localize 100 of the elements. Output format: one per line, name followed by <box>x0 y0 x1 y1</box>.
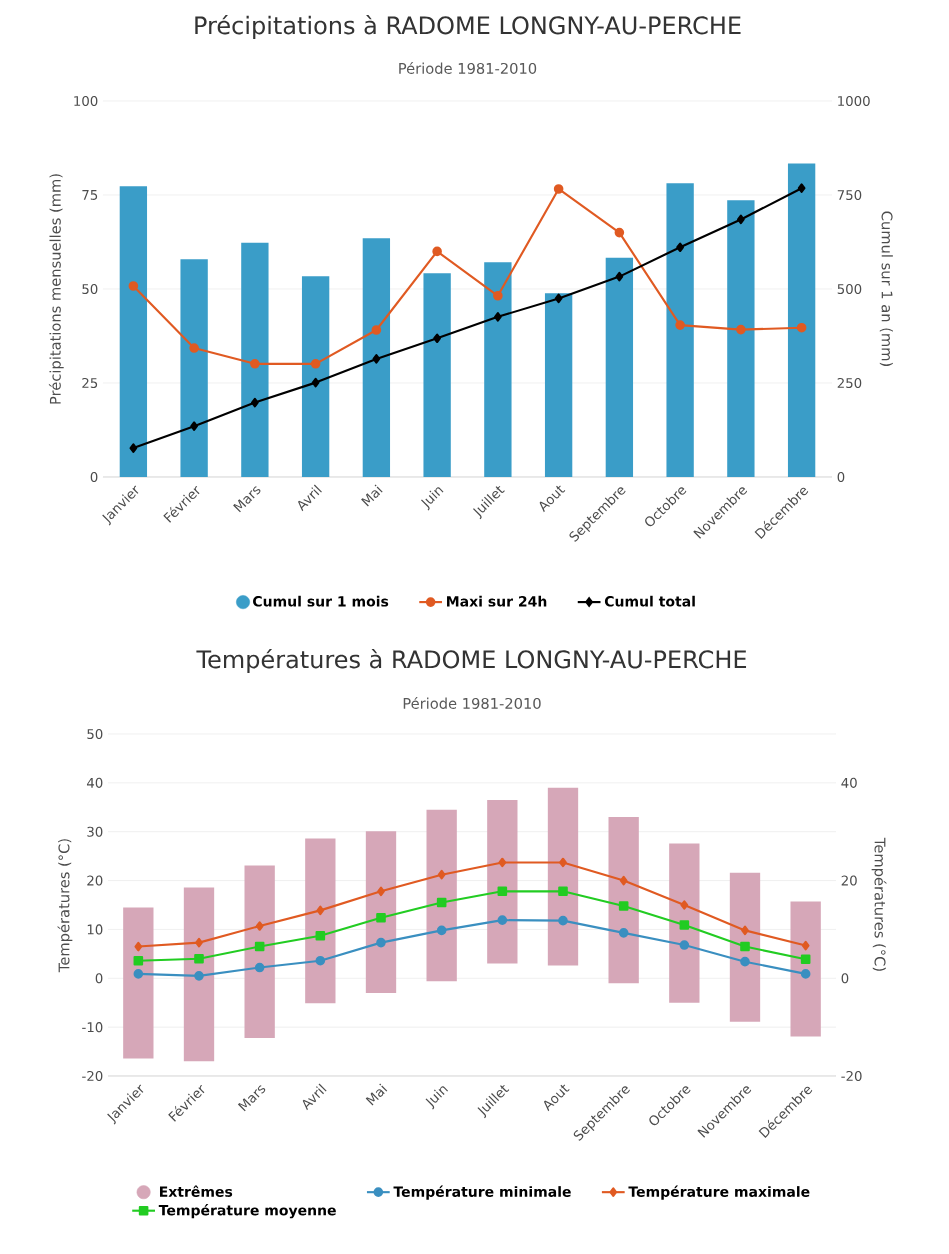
point <box>250 359 260 369</box>
point <box>554 293 563 304</box>
y-tick-label: -20 <box>82 1070 103 1082</box>
y-tick-label: -10 <box>82 1022 103 1033</box>
bar <box>244 865 275 1038</box>
point <box>134 941 143 952</box>
point <box>493 290 503 301</box>
y-axis-title: Précipitations mensuelles (mm) <box>48 174 64 404</box>
bar <box>426 809 457 982</box>
y-tick-label: 0 <box>95 973 103 984</box>
y2-tick-label: 1000 <box>838 95 870 107</box>
y2-axis-title: Cumul sur 1 an (mm) <box>879 211 893 366</box>
point <box>433 333 441 344</box>
point <box>675 320 685 330</box>
point <box>553 184 564 194</box>
point <box>129 443 138 453</box>
bar <box>544 293 573 477</box>
point <box>371 325 382 335</box>
point <box>558 886 568 897</box>
bar <box>484 262 512 477</box>
legend-label: Température minimale <box>393 1185 571 1200</box>
point <box>377 886 385 897</box>
point <box>497 886 508 897</box>
point <box>797 183 806 194</box>
bar <box>119 186 148 477</box>
legend-label: Cumul sur 1 mois <box>253 595 389 607</box>
bar <box>727 200 755 477</box>
bar <box>123 907 154 1059</box>
point <box>498 857 507 868</box>
point <box>497 915 508 925</box>
y2-tick-label: 250 <box>837 377 862 389</box>
y-tick-label: 0 <box>90 471 98 483</box>
point <box>376 912 386 923</box>
point <box>436 897 447 908</box>
point <box>679 920 690 930</box>
chart-subtitle: Période 1981-2010 <box>403 697 541 709</box>
bar <box>423 273 451 477</box>
point <box>801 940 810 951</box>
bar <box>790 901 821 1037</box>
point <box>310 359 321 369</box>
point <box>800 969 811 979</box>
point <box>372 354 381 364</box>
bar <box>362 238 391 477</box>
point <box>618 928 629 938</box>
point <box>796 322 807 333</box>
y2-axis-title: Températures (°C) <box>871 837 887 971</box>
bar <box>241 242 269 477</box>
legend-label: Température moyenne <box>158 1204 336 1219</box>
y2-tick-label: -20 <box>841 1070 862 1082</box>
point <box>133 955 144 966</box>
legend-label: Extrêmes <box>160 1185 233 1197</box>
bar <box>301 276 330 477</box>
bar <box>547 787 579 966</box>
point <box>676 242 684 253</box>
y2-tick-label: 500 <box>837 283 862 295</box>
point <box>190 421 198 432</box>
bar <box>669 843 700 1003</box>
bar <box>180 259 208 477</box>
point <box>195 937 203 948</box>
point <box>736 324 746 335</box>
point <box>376 937 386 948</box>
bar <box>305 838 336 1004</box>
bar <box>666 183 694 477</box>
point <box>432 246 442 257</box>
bar <box>605 257 634 477</box>
bar <box>608 817 639 984</box>
y-tick-label: 50 <box>82 283 98 295</box>
point <box>436 925 447 936</box>
y-tick-label: 75 <box>82 190 98 200</box>
point <box>619 875 628 886</box>
point <box>315 930 326 941</box>
point <box>251 397 259 408</box>
point <box>680 900 689 910</box>
y2-tick-label: 0 <box>841 973 849 984</box>
point <box>558 915 568 926</box>
y-tick-label: 40 <box>86 777 103 788</box>
y-axis-title: Températures (°C) <box>57 839 73 973</box>
bar <box>787 163 816 477</box>
point <box>615 271 624 282</box>
point <box>437 869 446 880</box>
y-tick-label: 50 <box>87 728 103 740</box>
point <box>194 971 204 981</box>
y-tick-label: 10 <box>87 924 103 935</box>
point <box>254 941 265 952</box>
point <box>679 940 690 950</box>
chart-title: Températures à RADOME LONGNY-AU-PERCHE <box>196 648 747 674</box>
point <box>737 214 745 225</box>
y-tick-label: 30 <box>87 826 103 837</box>
y-tick-label: 100 <box>74 95 98 107</box>
bar <box>183 887 215 1062</box>
point <box>740 941 750 952</box>
point <box>255 921 264 931</box>
point <box>800 954 811 965</box>
y2-tick-label: 0 <box>837 471 845 483</box>
point <box>494 312 502 322</box>
legend-label: Maxi sur 24h <box>447 595 547 607</box>
bar <box>487 799 518 964</box>
point <box>316 905 325 916</box>
bar <box>365 831 397 993</box>
y2-tick-label: 750 <box>837 189 862 201</box>
